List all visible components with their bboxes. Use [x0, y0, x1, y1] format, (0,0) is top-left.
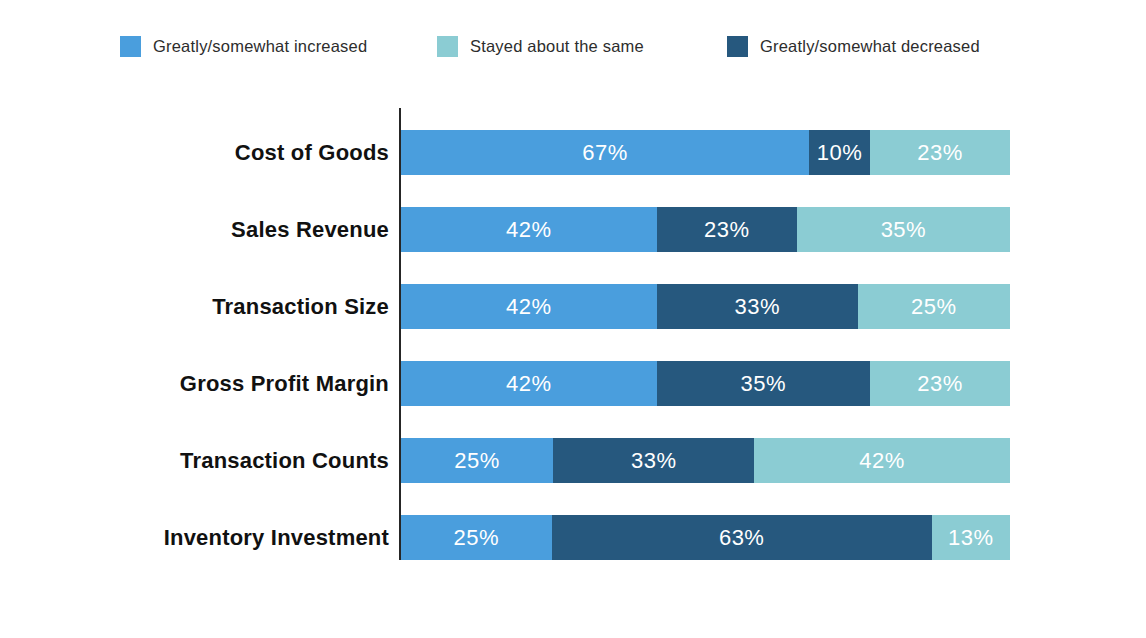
bar-segment-same: 13%: [932, 515, 1010, 560]
bar-segment-same: 35%: [797, 207, 1010, 252]
bar-segment-increased: 42%: [401, 284, 657, 329]
legend-item-decreased: Greatly/somewhat decreased: [727, 36, 980, 57]
bar-segment-same: 25%: [858, 284, 1010, 329]
legend-item-same: Stayed about the same: [437, 36, 644, 57]
legend-swatch-decreased-icon: [727, 36, 748, 57]
category-label: Inventory Investment: [0, 525, 401, 551]
category-label: Transaction Counts: [0, 448, 401, 474]
legend: Greatly/somewhat increased Stayed about …: [0, 0, 1146, 70]
bar-track: 42%33%25%: [401, 284, 1010, 329]
bar-segment-decreased: 63%: [552, 515, 932, 560]
category-label: Gross Profit Margin: [0, 371, 401, 397]
bar-track: 25%63%13%: [401, 515, 1010, 560]
bar-segment-increased: 67%: [401, 130, 809, 175]
legend-swatch-increased-icon: [120, 36, 141, 57]
legend-label-same: Stayed about the same: [470, 37, 644, 56]
bar-segment-increased: 42%: [401, 361, 657, 406]
bar-segment-increased: 25%: [401, 438, 553, 483]
chart-row: Cost of Goods67%10%23%: [0, 130, 1146, 175]
legend-label-decreased: Greatly/somewhat decreased: [760, 37, 980, 56]
legend-swatch-same-icon: [437, 36, 458, 57]
bar-track: 42%23%35%: [401, 207, 1010, 252]
chart-row: Transaction Counts25%33%42%: [0, 438, 1146, 483]
bar-track: 67%10%23%: [401, 130, 1010, 175]
category-label: Cost of Goods: [0, 140, 401, 166]
bar-segment-increased: 25%: [401, 515, 552, 560]
category-label: Sales Revenue: [0, 217, 401, 243]
bar-segment-decreased: 33%: [657, 284, 858, 329]
bar-segment-increased: 42%: [401, 207, 657, 252]
bar-track: 25%33%42%: [401, 438, 1010, 483]
bar-segment-decreased: 23%: [657, 207, 797, 252]
chart-row: Gross Profit Margin42%35%23%: [0, 361, 1146, 406]
category-label: Transaction Size: [0, 294, 401, 320]
bar-rows: Cost of Goods67%10%23%Sales Revenue42%23…: [0, 130, 1146, 560]
bar-segment-decreased: 10%: [809, 130, 870, 175]
chart-row: Inventory Investment25%63%13%: [0, 515, 1146, 560]
bar-segment-same: 42%: [754, 438, 1010, 483]
bar-track: 42%35%23%: [401, 361, 1010, 406]
chart-row: Transaction Size42%33%25%: [0, 284, 1146, 329]
stacked-bar-chart: Cost of Goods67%10%23%Sales Revenue42%23…: [0, 130, 1146, 560]
chart-canvas: Greatly/somewhat increased Stayed about …: [0, 0, 1146, 638]
bar-segment-same: 23%: [870, 130, 1010, 175]
chart-row: Sales Revenue42%23%35%: [0, 207, 1146, 252]
y-axis-line: [399, 108, 401, 560]
bar-segment-decreased: 33%: [553, 438, 754, 483]
bar-segment-same: 23%: [870, 361, 1010, 406]
bar-segment-decreased: 35%: [657, 361, 870, 406]
legend-label-increased: Greatly/somewhat increased: [153, 37, 367, 56]
legend-item-increased: Greatly/somewhat increased: [120, 36, 367, 57]
